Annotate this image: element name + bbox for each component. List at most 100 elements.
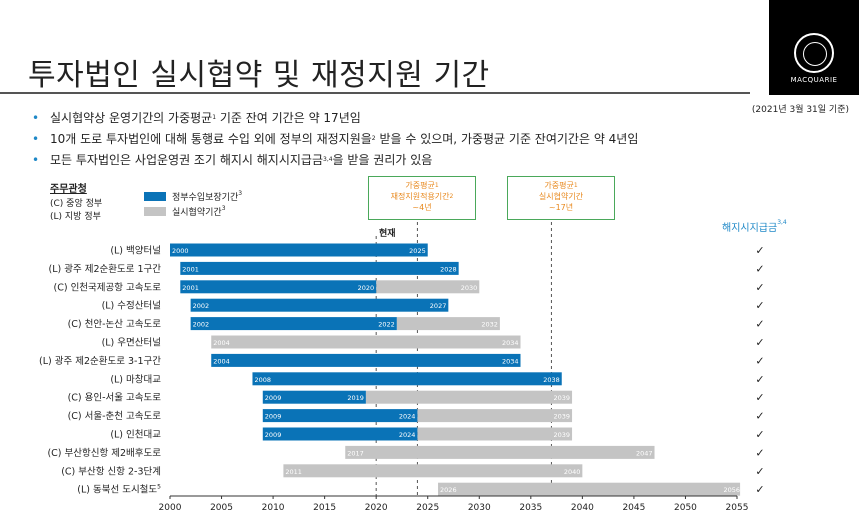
callout-concession-period: 가중평균1 실시협약기간 ~17년 [507,176,615,220]
bullet-text: 모든 투자법인은 사업운영권 조기 해지시 해지시지급금 [50,153,323,167]
bar-end-label: 2056 [723,486,740,494]
legend-gray-label: 실시협약기간3 [172,205,226,218]
bar-end-label: 2024 [399,413,416,421]
bullet-item: • 실시협약상 운영기간의 가중평균1 기준 잔여 기간은 약 17년임 [32,110,638,131]
legend-blue-swatch [144,192,166,201]
bar-end-label: 2032 [481,321,498,329]
check-icon: ✓ [755,465,764,478]
x-tick-label: 2020 [365,503,388,513]
bullet-text-cont: 을 받을 권리가 있음 [332,153,433,167]
x-tick-label: 2055 [726,503,749,513]
row-label: (L) 동북선 도시철도5 [77,484,161,496]
check-icon: ✓ [755,281,764,294]
check-icon: ✓ [755,446,764,459]
bar-concession [438,482,741,496]
legend-gray-swatch [144,207,166,216]
bar-end-label: 2022 [378,321,395,329]
bar-guarantee [180,280,377,294]
termination-header: 해지시지급금3,4 [722,219,787,234]
logo-ring-icon [794,33,834,73]
bar-start-label: 2009 [265,413,282,421]
bullet-item: • 10개 도로 투자법인에 대해 통행료 수입 외에 정부의 재정지원을2 받… [32,131,638,152]
x-tick-label: 2030 [468,503,491,513]
bar-end-label: 2019 [347,394,364,402]
bar-guarantee [170,243,428,257]
bullet-list: • 실시협약상 운영기간의 가중평균1 기준 잔여 기간은 약 17년임 • 1… [32,110,638,173]
footnote-ref: 3,4 [323,156,333,163]
bullet-text: 실시협약상 운영기간의 가중평균 [50,111,213,125]
x-tick-label: 2015 [313,503,336,513]
check-icon: ✓ [755,318,764,331]
row-label: (C) 부산항신항 제2배후도로 [47,448,161,459]
bar-guarantee [211,353,521,367]
row-label: (C) 부산항 신항 2-3단계 [61,465,161,477]
bar-guarantee [262,409,418,423]
now-marker-label: 현재 [379,229,396,239]
check-icon: ✓ [755,244,764,257]
bullet-item: • 모든 투자법인은 사업운영권 조기 해지시 해지시지급금3,4을 받을 권리… [32,152,638,173]
legend: 주무관청 (C) 중앙 정부 (L) 지방 정부 정부수입보장기간3 실시협약기… [50,180,242,222]
bar-end-label: 2047 [636,449,653,457]
check-icon: ✓ [755,483,764,496]
page-title: 투자법인 실시협약 및 재정지원 기간 [28,58,490,93]
bar-start-label: 2009 [265,431,282,439]
bar-concession [417,427,573,441]
check-icon: ✓ [755,428,764,441]
bar-end-label: 2028 [440,265,457,273]
row-label: (C) 용인-서울 고속도로 [68,393,162,404]
check-icon: ✓ [755,262,764,275]
bar-end-label: 2034 [502,339,519,347]
bar-start-label: 2001 [182,284,199,292]
check-icon: ✓ [755,391,764,404]
row-label: (L) 마창대교 [110,374,161,385]
bar-end-label: 2039 [554,413,571,421]
x-tick-label: 2000 [159,503,182,513]
bar-concession [211,335,521,349]
bar-end-label: 2038 [543,376,560,384]
row-label: (C) 천안-논산 고속도로 [68,319,162,330]
bar-start-label: 2002 [193,302,210,310]
row-label: (L) 인천대교 [110,430,161,441]
row-label: (C) 서울-춘천 고속도로 [68,411,162,422]
bar-concession [396,317,500,331]
bar-end-label: 2025 [409,247,426,255]
bar-end-label: 2027 [430,302,447,310]
row-label: (L) 광주 제2순환도로 3-1구간 [39,355,161,367]
row-label: (L) 백양터널 [110,246,161,257]
x-tick-label: 2025 [416,503,439,513]
bullet-text: 10개 도로 투자법인에 대해 통행료 수입 외에 정부의 재정지원을 [50,132,372,146]
footnote-ref: 1 [212,114,217,121]
bar-end-label: 2039 [554,431,571,439]
bar-start-label: 2004 [213,357,230,365]
check-icon: ✓ [755,373,764,386]
bar-start-label: 2011 [285,468,302,476]
check-icon: ✓ [755,410,764,423]
bar-start-label: 2004 [213,339,230,347]
x-tick-label: 2045 [622,503,645,513]
bullet-dot-icon: • [32,111,40,125]
x-tick-label: 2010 [262,503,285,513]
bar-guarantee [262,427,418,441]
date-note: (2021년 3월 31일 기준) [751,105,849,115]
bar-concession [417,409,573,423]
bar-start-label: 2017 [347,449,364,457]
bar-concession [283,464,583,478]
title-divider [0,92,750,94]
bar-start-label: 2002 [193,321,210,329]
row-label: (L) 우면산터널 [102,338,161,349]
bar-end-label: 2040 [564,468,581,476]
bar-guarantee [180,261,459,275]
legend-blue-label: 정부수입보장기간3 [172,190,243,203]
bar-end-label: 2024 [399,431,416,439]
bar-start-label: 2008 [254,376,271,384]
bar-guarantee [190,298,449,312]
bullet-text-cont: 기준 잔여 기간은 약 17년임 [216,111,361,125]
logo-text: MACQUARIE [790,76,838,84]
bar-end-label: 2020 [358,284,375,292]
callout-support-period: 가중평균1 재정지원적용기간2 ~4년 [368,176,476,220]
legend-title: 주무관청 [50,184,87,195]
check-icon: ✓ [755,336,764,349]
bar-guarantee [252,372,562,386]
x-tick-label: 2035 [519,503,542,513]
